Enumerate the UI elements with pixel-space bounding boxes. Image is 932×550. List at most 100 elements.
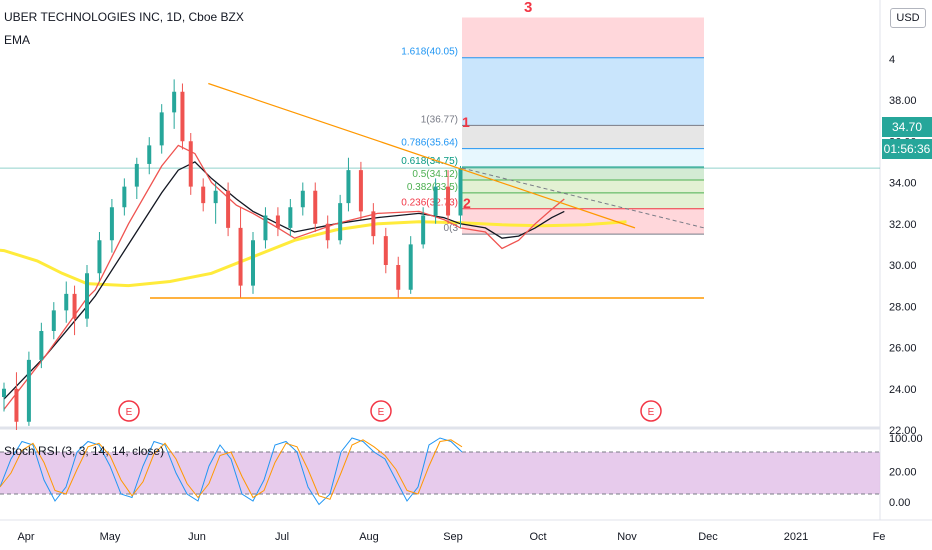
candle (39, 322, 44, 369)
candle-body (346, 170, 351, 204)
candle-body (313, 190, 318, 224)
candle (26, 351, 31, 426)
chart-background (0, 0, 932, 521)
candle-body (2, 388, 6, 397)
price-tick-label: 38.00 (889, 95, 917, 107)
candle (188, 133, 193, 195)
trendline (208, 82, 636, 229)
earnings-circle (370, 400, 392, 422)
stoch-band (0, 452, 880, 494)
time-tick-label: Aug (359, 531, 379, 543)
candle (396, 256, 401, 298)
candle (122, 178, 127, 216)
candle (213, 182, 218, 224)
fibonacci-extension[interactable]: 1.618(40.05) 1(36.77) 0.786(35.64) 0.618(34… (401, 17, 704, 235)
candle (72, 285, 77, 336)
stoch-d-line (0, 439, 463, 500)
candle-body (147, 145, 152, 164)
earnings-marker: E (640, 400, 662, 422)
time-tick-label: Jun (188, 531, 206, 543)
candle (97, 232, 102, 282)
candle (134, 157, 139, 199)
price-tick-label: 4 (889, 54, 895, 66)
time-tick-label: Apr (17, 531, 34, 543)
earnings-letter: E (648, 407, 655, 418)
earnings-circle (118, 400, 140, 422)
currency-button[interactable]: USD (890, 8, 926, 28)
candle-body (251, 240, 255, 286)
earnings-marker: E (118, 400, 140, 422)
candle (371, 203, 376, 245)
candle-body (325, 223, 330, 241)
earnings-circle (640, 400, 662, 422)
candle (446, 170, 451, 224)
candle-body (26, 359, 31, 422)
candle (147, 137, 152, 175)
fib-level-label: 0(3 (444, 223, 459, 234)
fib-zone-0786 (462, 148, 704, 168)
time-tick-label: Dec (698, 531, 718, 543)
time-tick-label: Oct (529, 531, 546, 543)
ema-fast-line (3, 144, 565, 410)
candle (408, 236, 413, 294)
wave-label-2: 2 (463, 195, 471, 211)
candle-body (300, 190, 305, 208)
stoch-rsi-pane (0, 437, 880, 506)
candle-body (85, 273, 89, 319)
ema-lines (0, 144, 627, 410)
price-tick-label: 20.00 (889, 466, 917, 478)
candle-body (458, 168, 463, 216)
candle (2, 382, 6, 412)
candle (383, 227, 388, 274)
candle-body (39, 331, 44, 360)
price-tick-label: 24.00 (889, 384, 917, 396)
candle-body (275, 215, 280, 228)
fib-level-label: 0.618(34.75) (401, 156, 458, 167)
candle-body (371, 211, 376, 237)
candle-body (134, 163, 139, 187)
candle-body (408, 244, 413, 290)
candle (338, 194, 343, 245)
stoch-k-line (0, 437, 463, 506)
earnings-marker: E (370, 400, 392, 422)
fib-zone-1618 (462, 57, 704, 126)
candle-body (288, 207, 293, 228)
fib-zone-1 (462, 125, 704, 149)
candles (2, 79, 463, 430)
candle-body (338, 203, 343, 241)
last-price-label: 34.70 (882, 117, 932, 137)
osc-tick-label: 100.00 (889, 433, 923, 445)
candle (180, 83, 185, 150)
candle (263, 207, 268, 249)
candle-body (446, 186, 451, 216)
candle (458, 166, 463, 228)
candle (346, 157, 351, 212)
candle-body (358, 170, 363, 212)
fib-zone-0236 (462, 208, 704, 235)
candle (64, 281, 69, 323)
fib-level-label: 0.382(33.5) (407, 182, 458, 193)
time-tick-label: May (100, 531, 121, 543)
time-tick-label: Nov (617, 531, 637, 543)
candle-body (97, 240, 102, 274)
candle-body (180, 91, 185, 142)
candle (300, 182, 305, 216)
drawings[interactable]: 1 2 3 E E E (118, 0, 705, 422)
candle-body (14, 388, 19, 422)
axes: 438.0036.0034.0032.0030.0028.0026.0024.0… (17, 54, 922, 543)
earnings-letter: E (378, 407, 385, 418)
candle-body (226, 190, 231, 228)
candle-body (51, 310, 56, 331)
countdown-label: 01:56:36 (882, 139, 932, 159)
candle-body (421, 215, 426, 245)
earnings-letter: E (126, 407, 133, 418)
candle (358, 161, 363, 220)
fib-zone-0618 (462, 167, 704, 181)
candle (226, 182, 231, 237)
price-tick-label: 32.00 (889, 219, 917, 231)
candle (288, 199, 293, 237)
candle (14, 372, 19, 430)
fib-level-label: 0.786(35.64) (401, 138, 458, 149)
price-tick-label: 28.00 (889, 301, 917, 313)
